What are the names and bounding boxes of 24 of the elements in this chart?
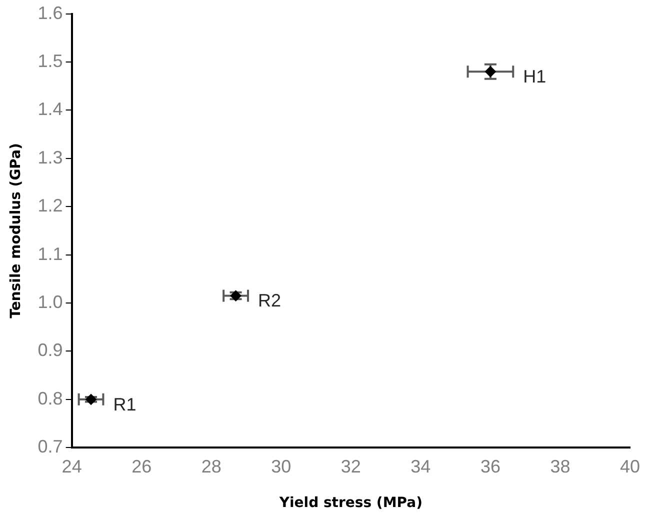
annotation: R2 [258,290,282,311]
y-tick-label: 1.2 [38,196,63,216]
y-axis-title: Tensile modulus (GPa) [8,143,24,318]
annotation: H1 [523,66,546,87]
x-tick-label: 40 [620,456,640,476]
y-tick-label: 1.1 [38,244,63,264]
annotation: R1 [113,394,136,414]
y-tick-label: 0.9 [38,340,63,360]
y-tick-label: 1.0 [38,292,63,312]
y-tick-label: 0.8 [38,388,63,408]
y-tick-label: 1.6 [38,2,63,23]
x-axis-title: Yield stress (MPa) [278,495,422,512]
x-tick-label: 26 [132,456,152,476]
x-tick-label: 28 [201,456,222,476]
x-tick-label: 36 [480,456,500,476]
x-tick-label: 24 [62,456,82,476]
y-tick-label: 0.7 [38,436,63,457]
y-tick-label: 1.5 [38,50,63,71]
x-tick-label: 30 [271,456,292,476]
x-tick-label: 34 [410,456,431,476]
y-tick-label: 1.3 [38,147,63,168]
y-tick-label: 1.4 [38,99,63,120]
x-tick-label: 32 [340,456,361,476]
x-tick-label: 38 [550,456,570,476]
